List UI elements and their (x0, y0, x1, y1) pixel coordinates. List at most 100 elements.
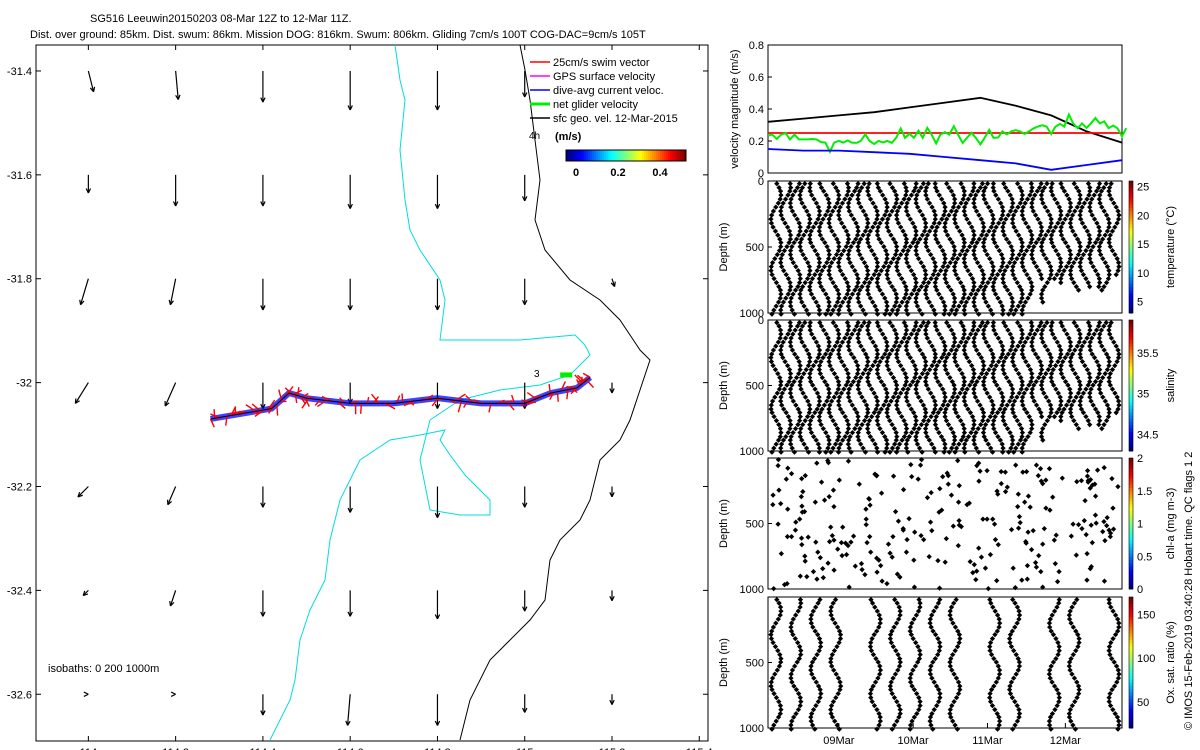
chla-point: ◆ (863, 516, 869, 523)
temperature-point: ◆ (825, 196, 831, 203)
temperature-point: ◆ (817, 212, 823, 219)
temperature-point: ◆ (875, 260, 881, 267)
chla-point: ◆ (976, 478, 982, 485)
temperature-point: ◆ (836, 307, 842, 314)
temperature-point: ◆ (807, 216, 813, 223)
section-colorbar-cell (1129, 414, 1133, 419)
temperature-point: ◆ (828, 275, 834, 282)
temperature-point: ◆ (847, 295, 853, 302)
temperature-point: ◆ (865, 283, 871, 290)
temperature-point: ◆ (788, 248, 794, 255)
section-colorbar-cell (1129, 247, 1133, 251)
chla-point: ◆ (893, 508, 899, 515)
temperature-point: ◆ (847, 208, 853, 215)
velocity-ytick-label: 0 (758, 168, 764, 180)
section-colorbar-cell (1129, 688, 1133, 693)
colorbar-cell (570, 150, 573, 161)
temperature-point: ◆ (821, 188, 827, 195)
section-colorbar-cell (1129, 260, 1133, 264)
colorbar-cell (666, 150, 669, 161)
temperature-point: ◆ (841, 224, 847, 231)
temperature-point: ◆ (808, 240, 814, 247)
temperature-point: ◆ (850, 291, 856, 298)
chla-point: ◆ (859, 560, 865, 567)
velocity-vector (79, 278, 89, 306)
chla-point: ◆ (909, 474, 915, 481)
salinity-point: ◆ (778, 449, 784, 456)
colorbar-cell (608, 150, 611, 161)
temperature-point: ◆ (846, 184, 852, 191)
temperature-point: ◆ (846, 307, 852, 314)
swim-vector (302, 392, 309, 398)
section-colorbar-tick: 20 (1137, 210, 1149, 222)
swim-vector (403, 400, 415, 407)
temperature-point: ◆ (804, 208, 810, 215)
chla-point: ◆ (1015, 504, 1021, 511)
temperature-point: ◆ (807, 188, 813, 195)
chla-point: ◆ (803, 558, 809, 565)
temperature-point: ◆ (812, 248, 818, 255)
temperature-point: ◆ (952, 311, 958, 318)
section-colorbar-tick: 0 (1137, 584, 1143, 596)
temperature-point: ◆ (793, 263, 799, 270)
chla-point: ◆ (1074, 552, 1080, 559)
temperature-point: ◆ (817, 224, 823, 231)
temperature-point: ◆ (846, 283, 852, 290)
section-colorbar-cell (1129, 458, 1133, 462)
temperature-point: ◆ (865, 287, 871, 294)
section-colorbar-cell (1129, 600, 1133, 605)
swim-vector (321, 395, 333, 402)
section-colorbar-cell (1129, 333, 1133, 337)
velocity-vector (170, 691, 176, 697)
temperature-point: ◆ (798, 287, 804, 294)
section-colorbar-cell (1129, 566, 1133, 570)
section-colorbar-cell (1129, 207, 1133, 212)
map-xtick-label: 114.2 (162, 747, 189, 750)
colorbar-cell (592, 150, 595, 161)
velocity-vector (260, 174, 266, 207)
temperature-point: ◆ (818, 283, 824, 290)
section-colorbar-cell (1129, 474, 1133, 479)
chla-point: ◆ (828, 524, 834, 531)
chla-point: ◆ (813, 499, 819, 506)
temperature-point: ◆ (800, 252, 806, 259)
chla-point: ◆ (1089, 564, 1095, 571)
temperature-point: ◆ (820, 236, 826, 243)
temperature-point: ◆ (788, 232, 794, 239)
chla-point: ◆ (1108, 533, 1114, 540)
chla-point: ◆ (1047, 466, 1053, 473)
temperature-point: ◆ (856, 228, 862, 235)
section-colorbar-cell (1129, 253, 1133, 258)
colorbar-cell (606, 150, 609, 161)
velocity-vector (434, 70, 441, 111)
chla-point: ◆ (799, 541, 805, 548)
swim-vector (465, 395, 474, 403)
temperature-point: ◆ (842, 275, 848, 282)
temperature-point: ◆ (816, 256, 822, 263)
map-ytick-label: -32 (16, 378, 32, 390)
chla-point: ◆ (831, 567, 837, 574)
chla-point: ◆ (889, 554, 895, 561)
colorbar-cell (566, 150, 569, 161)
velocity-vector (172, 174, 179, 207)
colorbar-cell (580, 150, 583, 161)
map-ytick-label: -31.4 (7, 66, 32, 78)
swim-vector (384, 402, 396, 410)
temperature-point: ◆ (1076, 287, 1082, 294)
colorbar-cell (618, 150, 621, 161)
temperature-point: ◆ (801, 303, 807, 310)
temperature-point: ◆ (798, 240, 804, 247)
chla-point: ◆ (1088, 476, 1094, 483)
section-colorbar-cell (1129, 490, 1133, 495)
section-colorbar-cell (1129, 695, 1133, 700)
section-colorbar-cell (1129, 636, 1133, 641)
section-colorbar-cell (1129, 197, 1133, 202)
temperature-point: ◆ (804, 228, 810, 235)
colorbar-cell (602, 150, 605, 161)
section-ytick-label: 0 (758, 315, 764, 327)
chla-point: ◆ (895, 571, 901, 578)
temperature-point: ◆ (840, 200, 846, 207)
section-colorbar-cell (1129, 329, 1133, 334)
chla-point: ◆ (1010, 565, 1016, 572)
section-colorbar-cell (1129, 418, 1133, 423)
